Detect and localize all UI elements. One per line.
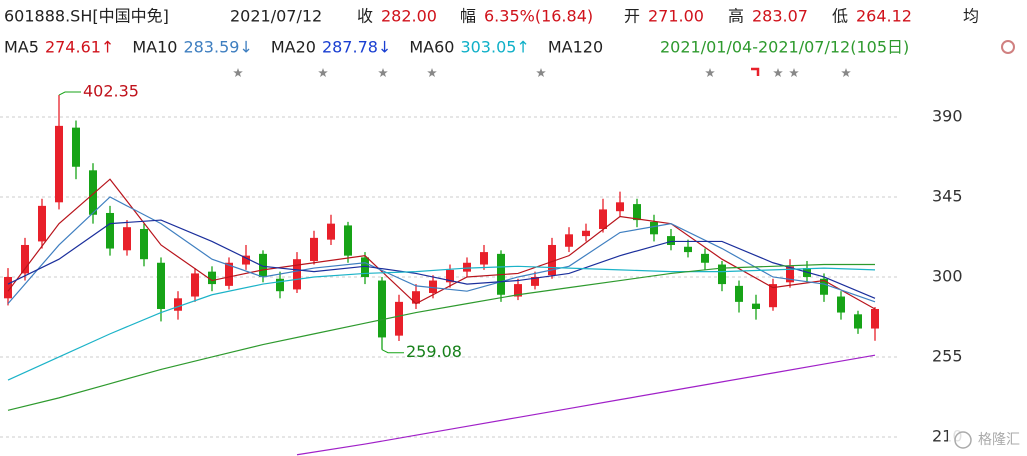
candle-body <box>208 271 216 285</box>
stock-code: 601888.SH[中国中免] <box>4 7 169 26</box>
candle-body <box>174 298 182 311</box>
y-tick-label: 300 <box>932 266 963 285</box>
candle-body <box>259 253 267 277</box>
candle-body <box>633 204 641 221</box>
candle-body <box>684 246 692 253</box>
candle-body <box>650 221 658 235</box>
candle-body <box>344 225 352 256</box>
high-label: 高 <box>728 7 744 26</box>
candle-body <box>565 234 573 247</box>
extreme-pointer <box>381 349 404 354</box>
open-value: 271.00 <box>648 7 704 26</box>
candle-body <box>871 308 879 329</box>
candle-body <box>225 262 233 286</box>
candle-body <box>769 284 777 308</box>
close-value: 282.00 <box>381 7 437 26</box>
candle-body <box>582 230 590 237</box>
change-value: 6.35%(16.84) <box>484 7 593 26</box>
candle-body <box>72 127 80 167</box>
candle-body <box>123 227 131 251</box>
date: 2021/07/12 <box>230 7 322 26</box>
ma-line <box>7 265 876 381</box>
candle-body <box>276 278 284 292</box>
candle-body <box>854 314 862 329</box>
candle-body <box>327 223 335 240</box>
high-value: 283.07 <box>752 7 808 26</box>
legend-value: 283.59↓ <box>183 38 252 57</box>
candle-body <box>837 296 845 313</box>
candle-body <box>38 205 46 242</box>
candle-body <box>191 273 199 297</box>
range: 2021/01/04-2021/07/12(105日) <box>660 38 909 57</box>
close-label: 收 <box>357 7 373 26</box>
watermark-text: 格隆汇 <box>978 432 1020 448</box>
candle-body <box>378 280 386 338</box>
candle-body <box>21 244 29 274</box>
candle-body <box>242 255 250 265</box>
legend-name: MA20 <box>271 38 316 57</box>
candle-body <box>310 237 318 261</box>
extreme-pointer <box>58 91 81 96</box>
legend-name: MA5 <box>4 38 39 57</box>
candle-body <box>548 244 556 276</box>
low-value: 264.12 <box>856 7 912 26</box>
y-tick-label: 345 <box>932 186 963 205</box>
ma-line <box>7 196 876 305</box>
candle-body <box>786 266 794 283</box>
candle-body <box>718 264 726 285</box>
candle-body <box>599 209 607 229</box>
y-tick-label: 390 <box>932 106 963 125</box>
candle-body <box>55 125 63 203</box>
legend-value: 287.78↓ <box>322 38 391 57</box>
candle-body <box>293 259 301 290</box>
candle-body <box>446 269 454 283</box>
legend-value: 274.61↑ <box>45 38 114 57</box>
candle-body <box>616 202 624 212</box>
candle-body <box>106 212 114 249</box>
low-label: 低 <box>832 7 848 26</box>
candle-body <box>514 284 522 297</box>
candle-body <box>531 276 539 286</box>
legend-name: MA120 <box>548 38 603 57</box>
candle-body <box>140 228 148 260</box>
extreme-label: 259.08 <box>406 342 462 361</box>
event-markers <box>233 67 851 77</box>
candle-body <box>4 276 12 299</box>
y-tick-label: 255 <box>932 346 963 365</box>
candle-body <box>89 170 97 215</box>
avg-label: 均 <box>963 7 979 26</box>
candle-body <box>480 252 488 265</box>
candle-body <box>412 291 420 304</box>
candle-body <box>361 257 369 277</box>
candle-body <box>820 278 828 295</box>
candle-body <box>157 262 165 309</box>
open-label: 开 <box>624 7 640 26</box>
ma-line <box>7 263 875 411</box>
change-label: 幅 <box>460 7 476 26</box>
settings-icon[interactable] <box>1001 40 1015 54</box>
watermark: 格隆汇 <box>948 428 1024 452</box>
header: 601888.SH[中国中免] 2021/07/12 收 282.00 幅 6.… <box>4 7 1015 57</box>
ma-line <box>296 354 876 456</box>
ma-line <box>7 178 876 310</box>
candle-body <box>395 301 403 336</box>
candle-body <box>735 285 743 302</box>
candle-body <box>667 236 675 245</box>
candle-body <box>752 303 760 309</box>
ma-line <box>7 219 876 299</box>
candle-body <box>701 253 709 263</box>
candle-body <box>463 262 471 272</box>
extreme-label: 402.35 <box>83 82 139 101</box>
legend-name: MA10 <box>132 38 177 57</box>
legend-name: MA60 <box>409 38 454 57</box>
legend-value: 303.05↑ <box>460 38 529 57</box>
candle-body <box>429 280 437 293</box>
